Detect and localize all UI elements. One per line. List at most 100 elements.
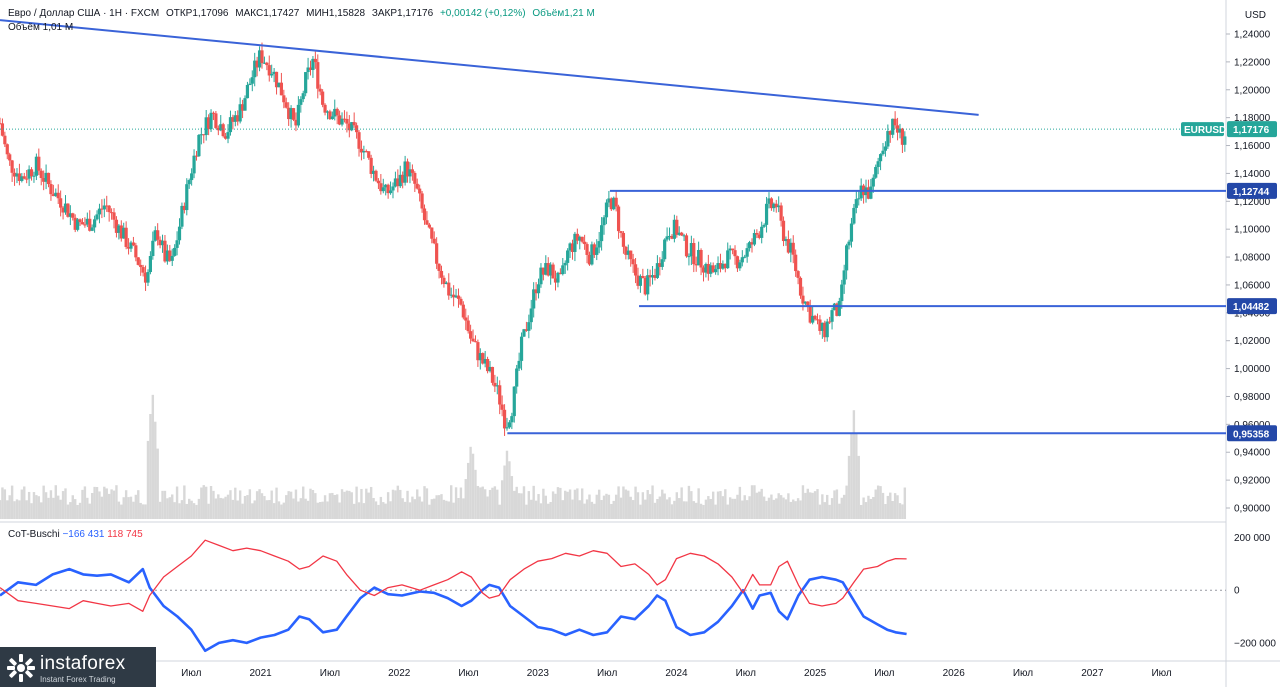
volume-bar [726,504,729,519]
volume-bar [367,492,370,519]
candle-body [219,124,223,131]
time-tick-label: Июл [181,668,201,679]
volume-bar [231,499,235,519]
volume-bar [224,496,227,519]
candle-body [432,238,436,244]
candle-body [670,235,674,239]
volume-bar [483,489,487,519]
candle-body [825,321,829,338]
candle-body [117,225,121,233]
volume-bar [175,486,179,519]
volume-bar [302,486,305,519]
candle-body [532,289,536,309]
candle-body [718,263,723,269]
volume-legend[interactable]: Объём 1,01 M [8,22,74,33]
volume-bar [869,498,873,519]
candle-body [563,262,567,266]
candle-body [105,205,109,207]
volume-bar [719,491,722,519]
instaforex-logo[interactable]: instaforex Instant Forex Trading [0,647,156,687]
volume-bar [292,498,295,519]
volume-bar [893,493,897,519]
candle-body [401,174,405,183]
volume-bar [214,498,218,519]
candle-body [541,267,545,275]
volume-bar [762,496,766,519]
candle-body [59,198,63,208]
candle-body [539,267,543,285]
volume-bar [396,485,400,519]
candle-body [815,319,820,321]
volume-bar [207,503,210,519]
candle-body [483,358,487,364]
candle-body [876,161,880,168]
candle-body [250,77,254,84]
cot-blue-series-line[interactable] [0,567,907,653]
volume-bar [406,490,409,519]
volume-bar [898,503,902,519]
candle-body [675,219,679,235]
volume-bar [741,500,744,519]
volume-bar [134,494,138,519]
candle-body [51,194,55,197]
volume-bar [862,497,865,519]
indicator-legend[interactable]: CoT-Buschi −166 431 118 745 [8,529,143,540]
volume-bar [474,469,477,519]
candle-body [515,368,519,387]
candle-body [614,197,618,207]
candle-body [335,108,339,116]
candle-body [619,231,623,233]
volume-bar [379,496,383,519]
last-price-label: 1,17176 [1233,125,1270,136]
candle-body [854,199,858,208]
volume-bar [98,491,101,519]
candle-body [646,275,650,295]
candle-body [34,156,38,176]
volume-bar [661,489,664,519]
volume-bar [251,503,254,519]
volume-bar [585,499,589,519]
candle-body [849,223,854,242]
cot-red-series-line[interactable] [0,539,907,612]
currency-label[interactable]: USD [1244,10,1266,21]
candle-body [694,264,698,266]
candle-body [352,122,356,126]
volume-bar [733,498,737,519]
volume-bar [333,494,336,519]
trendline[interactable] [0,19,979,116]
volume-bar [81,489,84,519]
volume-bar [161,490,164,519]
volume-bar [275,487,278,519]
volume-bar [297,501,300,519]
candle-body [820,322,824,331]
time-tick-label: Июл [736,668,756,679]
volume-bar [794,501,797,519]
candle-body [704,263,708,273]
candle-body [190,173,194,181]
candle-body [15,173,19,177]
candle-body [456,295,461,299]
volume-bar [76,504,79,519]
volume-bar [779,495,783,519]
candle-body [168,250,172,261]
volume-bar [416,489,419,519]
candle-body [262,62,267,64]
symbol-tag-label[interactable]: EURUSD [1184,125,1226,136]
candle-body [808,306,812,323]
volume-bar [246,495,249,519]
symbol-title[interactable]: Евро / Доллар США · 1Н · FXCM [8,8,160,19]
candle-body [549,264,553,276]
candle-body [891,118,895,135]
volume-bar [830,498,834,519]
volume-bar [525,504,528,519]
volume-bar [25,500,28,519]
volume-bar [852,410,856,519]
candle-body [93,219,97,228]
volume-bar [556,487,560,519]
candle-body [629,250,633,260]
candle-body [680,232,684,236]
volume-bar [350,492,353,519]
